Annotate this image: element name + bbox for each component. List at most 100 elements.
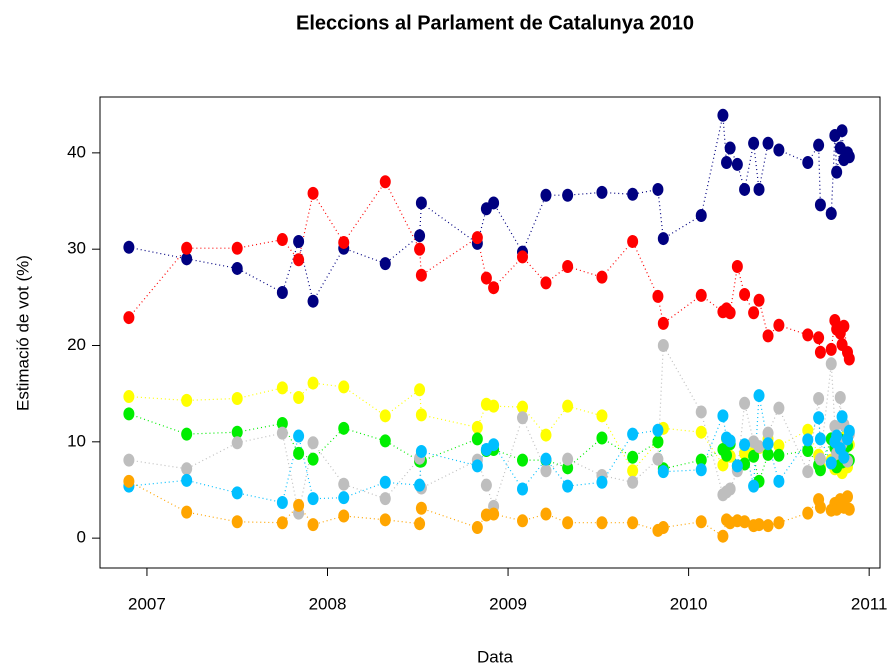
y-tick-label: 20 [67,335,86,354]
data-point [843,352,855,366]
data-point [596,431,608,445]
data-point [814,452,826,466]
data-point [762,447,774,461]
data-point [695,208,707,222]
data-point [731,157,743,171]
data-point [338,491,350,505]
data-point [596,409,608,423]
data-point [773,474,785,488]
data-point [562,516,574,530]
data-point [517,411,528,425]
data-point [307,436,319,450]
data-point [762,426,774,440]
data-point [721,155,733,169]
data-point [596,185,608,199]
data-point [415,268,427,282]
data-point [657,465,669,479]
data-point [338,380,350,394]
data-point [562,399,574,413]
data-point [307,452,319,466]
data-point [414,383,426,397]
data-point [813,411,825,425]
data-point [802,506,814,520]
data-point [307,376,319,390]
y-tick-label: 10 [67,431,86,450]
data-point [123,474,135,488]
data-point [276,417,288,431]
data-point [724,434,736,448]
data-point [842,490,853,504]
data-point [748,479,760,493]
data-point [814,500,826,514]
data-point [181,505,193,519]
data-point [753,182,765,196]
data-point [471,420,483,434]
y-tick-label: 30 [67,239,86,258]
data-point [836,124,848,138]
data-point [540,188,552,202]
data-point [695,288,707,302]
data-point [813,391,825,405]
data-point [695,515,707,529]
data-point [517,400,528,414]
data-point [652,182,664,196]
data-point [414,242,426,256]
data-point [652,289,664,303]
data-point [753,440,765,454]
data-point [731,260,743,274]
data-point [825,207,837,221]
data-point [814,463,826,477]
data-point [739,396,751,410]
data-point [488,399,500,413]
x-tick-label: 2010 [670,594,708,613]
data-point [838,450,850,464]
data-point [415,408,427,422]
data-point [480,478,492,492]
data-point [231,425,243,439]
data-point [231,436,243,450]
data-point [181,473,193,487]
data-point [838,319,850,333]
data-point [813,138,825,152]
data-point [657,521,669,535]
y-tick-label: 0 [77,528,86,547]
data-point [731,459,743,473]
data-point [721,448,733,462]
data-point [739,287,751,301]
data-point [181,427,193,441]
data-point [748,449,760,463]
data-point [540,507,552,521]
data-point [695,405,707,419]
x-tick-label: 2008 [309,594,347,613]
data-point [762,329,774,343]
data-point [762,437,774,451]
x-tick-label: 2007 [128,594,166,613]
data-point [695,453,707,467]
data-point [307,294,319,308]
data-point [657,339,669,353]
data-point [293,446,305,460]
data-point [773,143,785,157]
data-point [802,423,814,437]
chart-title: Eleccions al Parlament de Catalunya 2010 [296,12,694,34]
data-point [657,232,669,246]
data-point [717,108,729,122]
data-point [414,517,426,531]
data-point [123,390,135,404]
data-point [562,452,574,466]
data-point [814,432,826,446]
data-point [379,492,391,506]
data-point [415,444,427,458]
data-point [773,516,785,530]
data-point [596,516,608,530]
data-point [724,141,736,155]
data-point [379,513,391,527]
data-point [540,464,552,478]
data-point [276,496,288,510]
data-point [739,515,751,529]
data-point [276,233,288,247]
data-point [379,175,391,189]
data-point [562,188,574,202]
y-axis-label: Estimació de vot (%) [13,255,32,411]
data-point [762,519,774,533]
